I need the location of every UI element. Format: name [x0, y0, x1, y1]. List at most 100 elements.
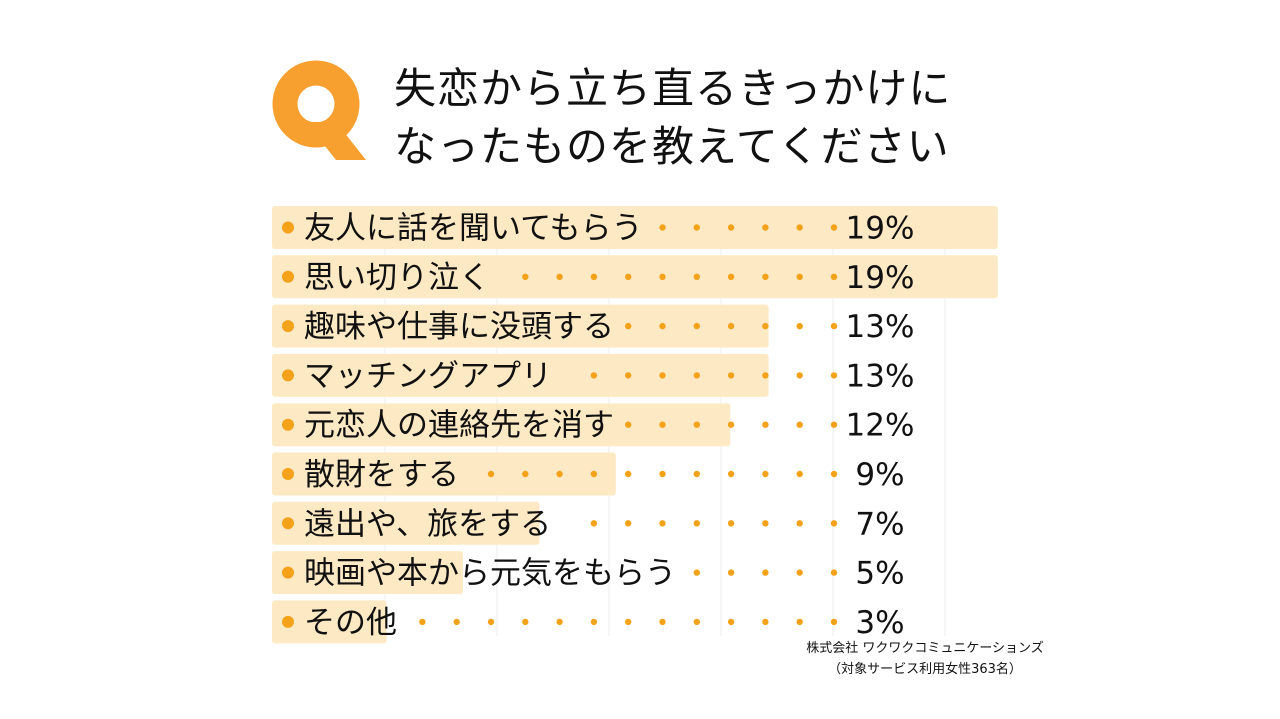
- bullet-dot-4: [282, 418, 294, 431]
- bar-2: [272, 304, 769, 348]
- leader-dot-7-0: [830, 569, 838, 576]
- leader-dot-8-10: [487, 618, 495, 626]
- leader-dot-3-2: [762, 372, 769, 379]
- leader-dot-0-5: [659, 224, 666, 231]
- leader-dot-1-3: [727, 273, 735, 280]
- leader-dot-6-2: [762, 520, 769, 527]
- category-label-7: 映画や本から元気をもらう: [304, 556, 676, 592]
- leader-dot-5-0: [830, 470, 838, 478]
- bullet-dot-8: [282, 615, 294, 628]
- value-label-1: 19%: [846, 260, 915, 296]
- leader-dot-8-7: [590, 618, 598, 626]
- leader-dot-8-9: [522, 618, 529, 626]
- leader-dot-1-0: [830, 273, 838, 280]
- bullet-dot-6: [282, 517, 294, 530]
- leader-dot-4-1: [796, 421, 803, 428]
- leader-dot-7-2: [762, 569, 769, 576]
- bar-7: [272, 551, 463, 595]
- leader-dot-1-8: [556, 273, 563, 280]
- leader-dot-4-3: [727, 421, 735, 428]
- leader-dot-1-9: [522, 273, 529, 280]
- category-label-4: 元恋人の連絡先を消す: [304, 408, 614, 444]
- leader-dot-4-2: [762, 421, 769, 428]
- leader-dot-3-5: [659, 372, 666, 379]
- category-label-3: マッチングアプリ: [304, 358, 552, 394]
- leader-dot-1-4: [693, 273, 700, 280]
- leader-dot-5-3: [727, 470, 735, 478]
- source-sample: （対象サービス利用女性363名）: [828, 662, 1022, 677]
- bar-3: [272, 353, 769, 397]
- leader-dot-8-11: [453, 618, 460, 626]
- question-line-1: 失恋から立ち直るきっかけに: [394, 64, 952, 113]
- bullet-dot-7: [282, 566, 294, 579]
- leader-dot-4-5: [659, 421, 666, 428]
- leader-dot-5-4: [693, 470, 700, 478]
- category-label-8: その他: [304, 605, 397, 641]
- question-line-2: なったものを教えてください: [394, 122, 950, 171]
- q-mark-icon: [272, 60, 366, 160]
- leader-dot-8-1: [796, 618, 803, 626]
- leader-dot-6-1: [796, 520, 803, 527]
- leader-dot-8-4: [693, 618, 700, 626]
- leader-dot-6-7: [590, 520, 598, 527]
- leader-dot-6-4: [693, 520, 700, 527]
- leader-dot-5-1: [796, 470, 803, 478]
- bar-6: [272, 501, 540, 545]
- value-label-5: 9%: [855, 457, 904, 493]
- value-label-8: 3%: [855, 605, 904, 641]
- leader-dot-4-6: [625, 421, 632, 428]
- leader-dot-8-5: [659, 618, 666, 626]
- category-label-5: 散財をする: [304, 457, 459, 493]
- leader-dot-2-2: [762, 322, 769, 330]
- leader-dot-3-0: [830, 372, 838, 379]
- leader-dot-3-3: [727, 372, 735, 379]
- leader-dot-5-10: [487, 470, 495, 478]
- leader-dot-0-0: [830, 224, 838, 231]
- leader-dot-3-7: [590, 372, 598, 379]
- leader-dot-5-8: [556, 470, 563, 478]
- bar-0: [272, 206, 998, 249]
- question-title: 失恋から立ち直るきっかけに なったものを教えてください: [394, 60, 1034, 176]
- value-label-3: 13%: [846, 358, 915, 394]
- leader-dot-8-0: [830, 618, 838, 626]
- leader-dot-4-0: [830, 421, 838, 428]
- bullet-dot-3: [282, 369, 294, 382]
- leader-dot-7-4: [693, 569, 700, 576]
- value-label-0: 19%: [846, 211, 915, 247]
- leader-dot-6-5: [659, 520, 666, 527]
- category-label-1: 思い切り泣く: [304, 260, 490, 296]
- value-label-6: 7%: [855, 506, 904, 542]
- bullet-dot-2: [282, 320, 294, 333]
- bullet-dot-5: [282, 468, 294, 480]
- leader-dot-8-3: [727, 618, 735, 626]
- leader-dot-3-4: [693, 372, 700, 379]
- value-label-2: 13%: [846, 309, 915, 345]
- leader-dot-0-1: [796, 224, 803, 231]
- leader-dot-8-8: [556, 618, 563, 626]
- leader-dot-0-2: [762, 224, 769, 231]
- leader-dot-5-2: [762, 470, 769, 478]
- leader-dot-1-6: [625, 273, 632, 280]
- bullet-dot-0: [282, 221, 294, 234]
- leader-dot-6-0: [830, 520, 838, 527]
- leader-dot-8-2: [762, 618, 769, 626]
- leader-dot-3-1: [796, 372, 803, 379]
- leader-dot-6-6: [625, 520, 632, 527]
- category-label-2: 趣味や仕事に没頭する: [304, 309, 614, 345]
- leader-dot-7-3: [727, 569, 735, 576]
- leader-dot-1-1: [796, 273, 803, 280]
- leader-dot-2-6: [625, 322, 632, 330]
- leader-dot-0-3: [727, 224, 735, 231]
- leader-dot-2-5: [659, 322, 666, 330]
- leader-dot-2-1: [796, 322, 803, 330]
- leader-dot-2-0: [830, 322, 838, 330]
- leader-dot-3-6: [625, 372, 632, 379]
- leader-dot-1-5: [659, 273, 666, 280]
- leader-dot-7-1: [796, 569, 803, 576]
- leader-dot-0-4: [693, 224, 700, 231]
- leader-dot-8-6: [625, 618, 632, 626]
- leader-dot-5-9: [522, 470, 529, 478]
- bar-8: [272, 600, 387, 644]
- leader-dot-1-2: [762, 273, 769, 280]
